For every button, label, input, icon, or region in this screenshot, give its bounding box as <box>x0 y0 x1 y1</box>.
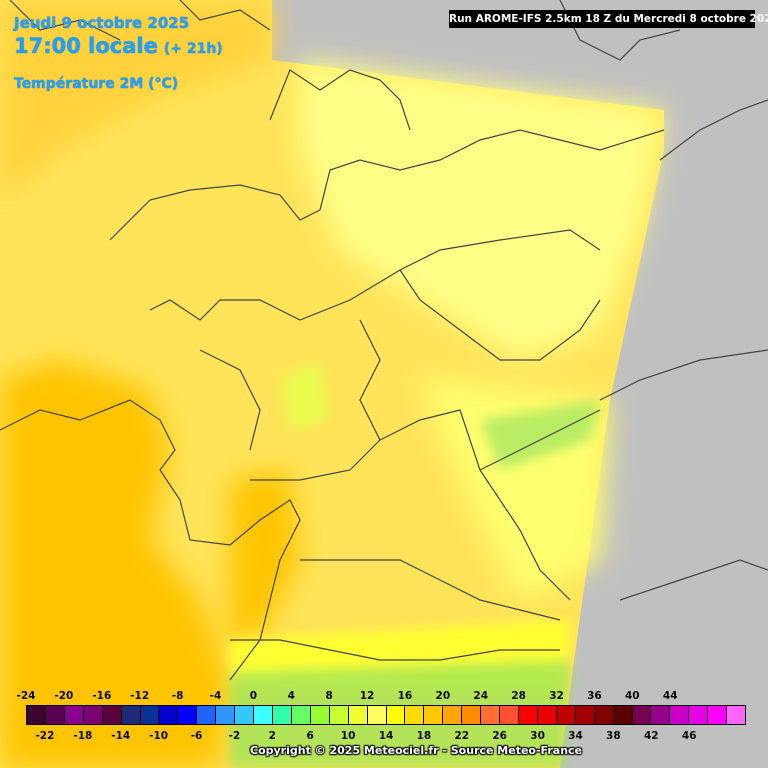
scale-label: 2 <box>268 730 276 742</box>
scale-label: 20 <box>435 690 451 702</box>
scale-swatch <box>178 706 198 724</box>
scale-swatch <box>329 706 349 724</box>
scale-label: 34 <box>568 730 583 742</box>
scale-label: 28 <box>511 690 526 702</box>
scale-swatch <box>367 706 387 724</box>
scale-swatch <box>651 706 671 724</box>
copyright: Copyright © 2025 Meteociel.fr - Source M… <box>250 744 583 757</box>
scale-swatch <box>310 706 330 724</box>
scale-label: 44 <box>662 690 678 702</box>
scale-label: -24 <box>16 690 36 702</box>
warm-area-west <box>0 0 300 768</box>
scale-label: 0 <box>249 690 258 702</box>
scale-label: -10 <box>149 730 169 742</box>
local-time: 17:00 locale <box>14 34 158 58</box>
scale-label: 38 <box>606 730 621 742</box>
scale-label: 30 <box>530 730 545 742</box>
scale-label: 10 <box>340 730 356 742</box>
scale-swatch <box>140 706 160 724</box>
scale-label: -2 <box>228 730 241 742</box>
scale-swatch <box>518 706 538 724</box>
scale-swatch <box>670 706 690 724</box>
scale-swatch <box>197 706 217 724</box>
scale-swatch <box>216 706 236 724</box>
scale-swatch <box>159 706 179 724</box>
color-scale <box>26 705 746 725</box>
scale-label: -22 <box>35 730 55 742</box>
scale-label: -4 <box>209 690 222 702</box>
scale-label: 24 <box>473 690 489 702</box>
scale-label: 42 <box>643 730 659 742</box>
scale-swatch <box>83 706 103 724</box>
scale-swatch <box>102 706 122 724</box>
scale-swatch <box>386 706 406 724</box>
scale-swatch <box>727 706 746 724</box>
scale-swatch <box>500 706 519 724</box>
scale-label: -20 <box>54 690 74 702</box>
scale-swatch <box>291 706 311 724</box>
scale-swatch <box>575 706 595 724</box>
scale-label: 18 <box>416 730 432 742</box>
run-label: Run AROME-IFS 2.5km 18 Z du Mercredi 8 o… <box>449 10 768 28</box>
scale-label: -18 <box>73 730 93 742</box>
scale-swatch <box>405 706 425 724</box>
scale-label: 26 <box>492 730 507 742</box>
scale-swatch <box>462 706 482 724</box>
scale-swatch <box>443 706 463 724</box>
scale-swatch <box>121 706 141 724</box>
scale-swatch <box>45 706 65 724</box>
scale-label: 40 <box>625 690 640 702</box>
forecast-date: Jeudi 9 octobre 2025 <box>14 14 190 32</box>
scale-swatch <box>632 706 652 724</box>
scale-swatch <box>481 706 501 724</box>
scale-label: 46 <box>681 730 697 742</box>
scale-swatch <box>537 706 557 724</box>
scale-label: 12 <box>359 690 375 702</box>
scale-swatch <box>64 706 84 724</box>
scale-swatch <box>594 706 614 724</box>
borders <box>0 0 768 681</box>
scale-label: -6 <box>190 730 203 742</box>
scale-swatch <box>27 706 46 724</box>
scale-label: 22 <box>454 730 470 742</box>
scale-label: 6 <box>306 730 314 742</box>
forecast-time: 17:00 locale (+ 21h) <box>14 34 223 58</box>
scale-swatch <box>235 706 255 724</box>
scale-swatch <box>556 706 576 724</box>
scale-swatch <box>708 706 728 724</box>
scale-label: -14 <box>111 730 131 742</box>
scale-label: -16 <box>92 690 112 702</box>
scale-swatch <box>272 706 292 724</box>
scale-label: -8 <box>171 690 184 702</box>
scale-label: 14 <box>378 730 394 742</box>
scale-label: 4 <box>287 690 295 702</box>
scale-swatch <box>689 706 709 724</box>
scale-label: 36 <box>587 690 602 702</box>
lead-time: (+ 21h) <box>163 41 223 57</box>
scale-swatch <box>348 706 368 724</box>
scale-label: -12 <box>130 690 150 702</box>
scale-label: 32 <box>549 690 564 702</box>
scale-swatch <box>424 706 444 724</box>
variable-label: Température 2M (°C) <box>14 76 179 92</box>
scale-swatch <box>613 706 633 724</box>
scale-label: 16 <box>397 690 413 702</box>
scale-swatch <box>254 706 273 724</box>
scale-label: 8 <box>325 690 333 702</box>
